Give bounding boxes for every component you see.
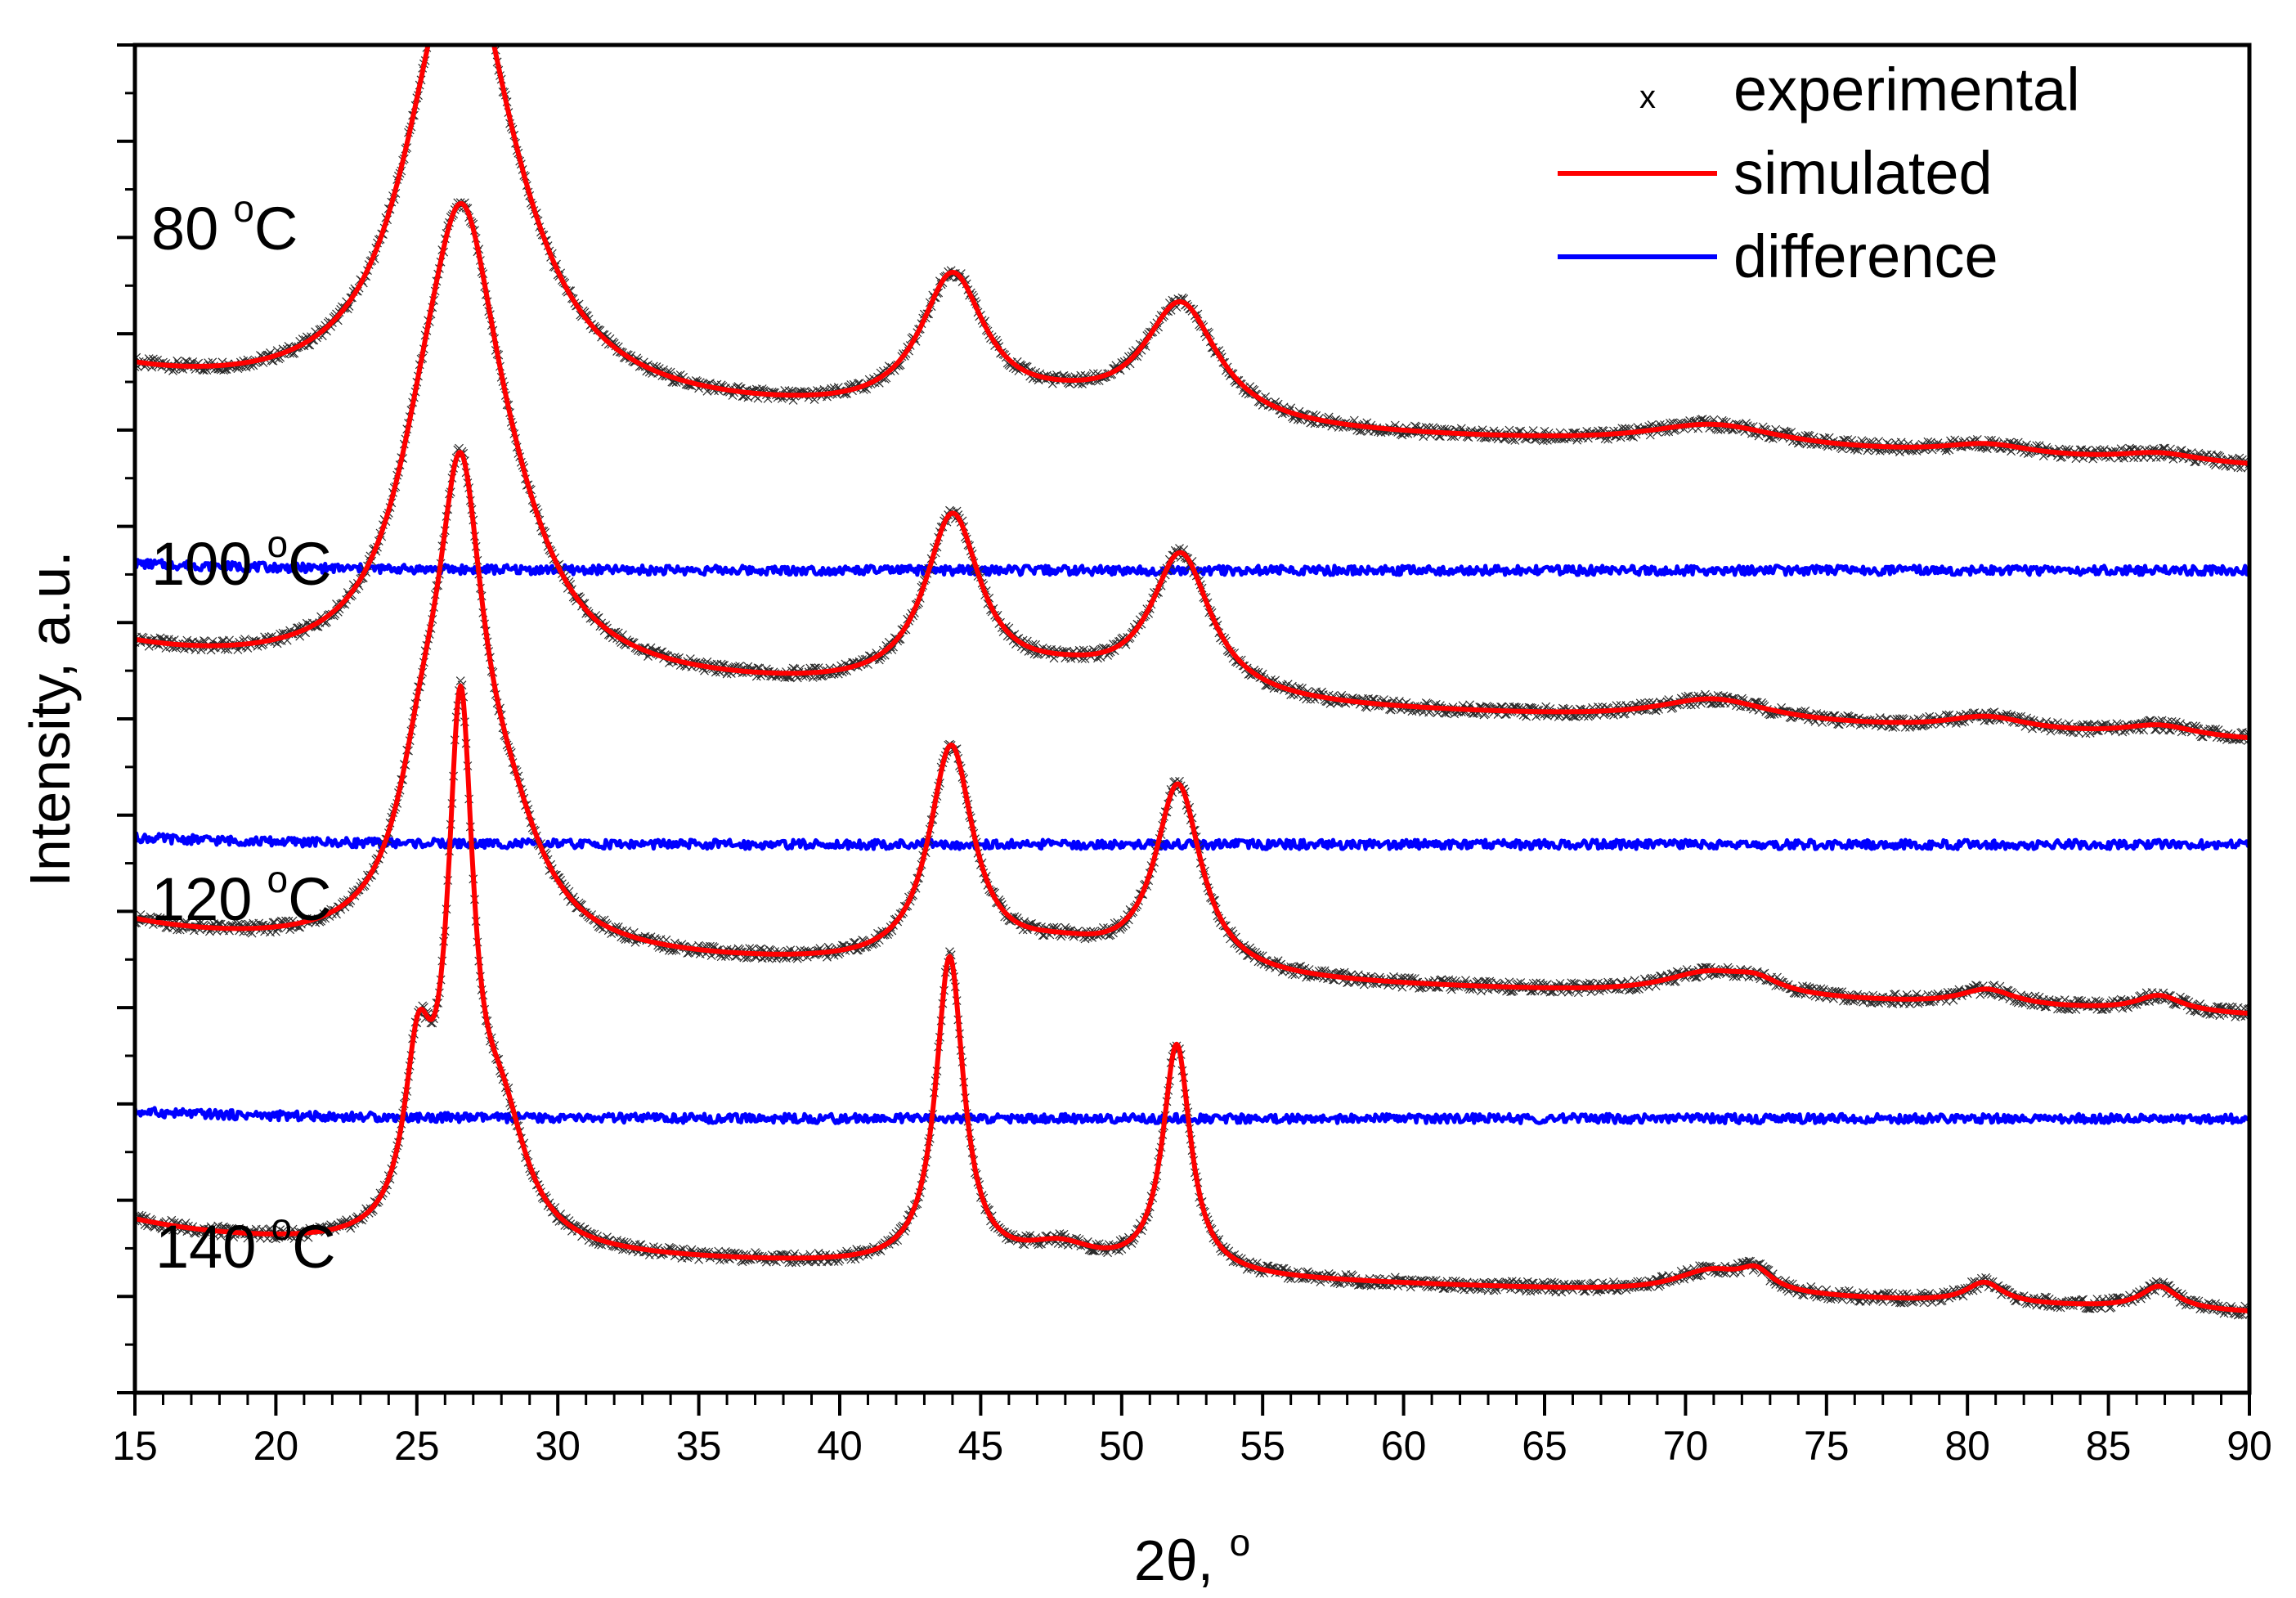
x-tick-label: 60 <box>1381 1423 1427 1469</box>
sample-label-120: 120 oC <box>151 858 332 933</box>
simulated-curve-120 <box>135 450 2249 1017</box>
difference-curve-120 <box>135 1106 2249 1125</box>
simulated-curve-80 <box>135 45 2249 466</box>
legend-label-experimental: experimental <box>1733 56 2080 123</box>
x-tick-label: 40 <box>817 1423 863 1469</box>
legend-marker-experimental: x <box>1639 79 1656 115</box>
x-tick-label: 65 <box>1522 1423 1567 1469</box>
x-tick-label: 25 <box>394 1423 440 1469</box>
x-tick-label: 35 <box>676 1423 722 1469</box>
x-tick-label: 45 <box>958 1423 1004 1469</box>
difference-curve-100 <box>135 831 2249 851</box>
ticks-layer: 15 20 25 30 35 40 45 50 55 60 65 70 75 80 85 90 <box>112 43 2272 1469</box>
series-layer <box>135 45 2249 1320</box>
sample-label-80: 80 oC <box>151 187 298 263</box>
x-tick-label: 80 <box>1944 1423 1990 1469</box>
y-axis-title: Intensity, a.u. <box>18 550 82 887</box>
x-axis-title: 2θ, o <box>1134 1521 1250 1592</box>
x-tick-label: 75 <box>1804 1423 1850 1469</box>
x-tick-label: 50 <box>1099 1423 1145 1469</box>
sample-label-140: 140 oC <box>155 1205 336 1281</box>
simulated-curve-140 <box>135 683 2249 1313</box>
sample-label-100: 100 oC <box>151 523 332 598</box>
x-tick-label: 70 <box>1663 1423 1709 1469</box>
x-tick-label: 30 <box>535 1423 581 1469</box>
x-tick-label: 20 <box>253 1423 299 1469</box>
x-tick-label: 85 <box>2086 1423 2132 1469</box>
x-tick-label: 90 <box>2226 1423 2272 1469</box>
simulated-curve-100 <box>135 200 2249 741</box>
legend: x experimental simulated difference <box>1558 56 2080 290</box>
x-tick-label: 15 <box>112 1423 158 1469</box>
x-tick-label: 55 <box>1240 1423 1285 1469</box>
legend-label-simulated: simulated <box>1733 139 1993 207</box>
legend-label-difference: difference <box>1733 222 1998 290</box>
